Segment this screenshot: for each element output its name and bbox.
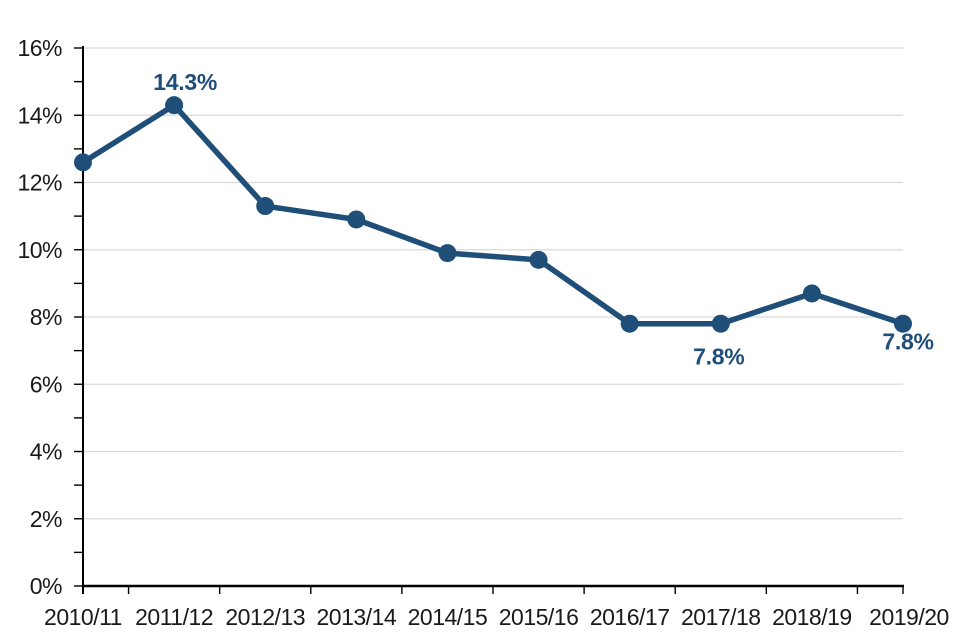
x-axis-label: 2016/17: [590, 604, 670, 630]
y-axis-label: 14%: [17, 102, 62, 128]
x-axis-label: 2019/20: [869, 604, 949, 630]
data-point-marker: [347, 210, 366, 229]
x-axis-label: 2010/11: [44, 604, 122, 630]
data-point-marker: [802, 284, 821, 303]
data-label: 14.3%: [153, 69, 217, 95]
data-point-marker: [165, 96, 184, 115]
data-point-marker: [438, 244, 457, 263]
data-point-marker: [711, 314, 730, 333]
y-axis-label: 0%: [30, 573, 62, 599]
x-axis-label: 2011/12: [135, 604, 213, 630]
y-axis-label: 2%: [30, 506, 62, 532]
data-point-marker: [256, 197, 275, 216]
y-axis-label: 12%: [17, 170, 62, 196]
series-line: [80, 102, 906, 327]
x-axis-label: 2012/13: [225, 604, 305, 630]
data-point-marker: [529, 250, 548, 269]
x-axis-label: 2013/14: [317, 604, 397, 630]
data-point-marker: [894, 314, 912, 333]
data-label: 7.8%: [882, 329, 933, 355]
x-axis-label: 2017/18: [681, 604, 761, 630]
y-axis-label: 6%: [30, 371, 62, 397]
data-point-marker: [74, 153, 92, 172]
x-axis-label: 2014/15: [408, 604, 488, 630]
x-axis-label: 2015/16: [499, 604, 579, 630]
data-label: 7.8%: [693, 344, 744, 370]
y-axis-label: 16%: [17, 35, 62, 61]
y-axis-label: 8%: [30, 304, 62, 330]
y-axis-label: 4%: [30, 439, 62, 465]
x-axis-label: 2018/19: [772, 604, 852, 630]
y-axis-label: 10%: [17, 237, 62, 263]
data-point-marker: [620, 314, 639, 333]
